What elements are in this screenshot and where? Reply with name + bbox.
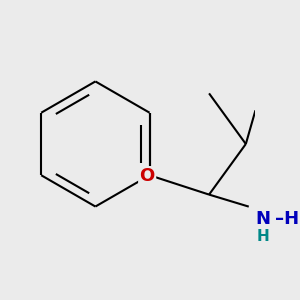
- Text: N: N: [256, 210, 271, 228]
- Text: H: H: [257, 229, 270, 244]
- Text: –H: –H: [274, 210, 299, 228]
- Text: O: O: [140, 167, 155, 185]
